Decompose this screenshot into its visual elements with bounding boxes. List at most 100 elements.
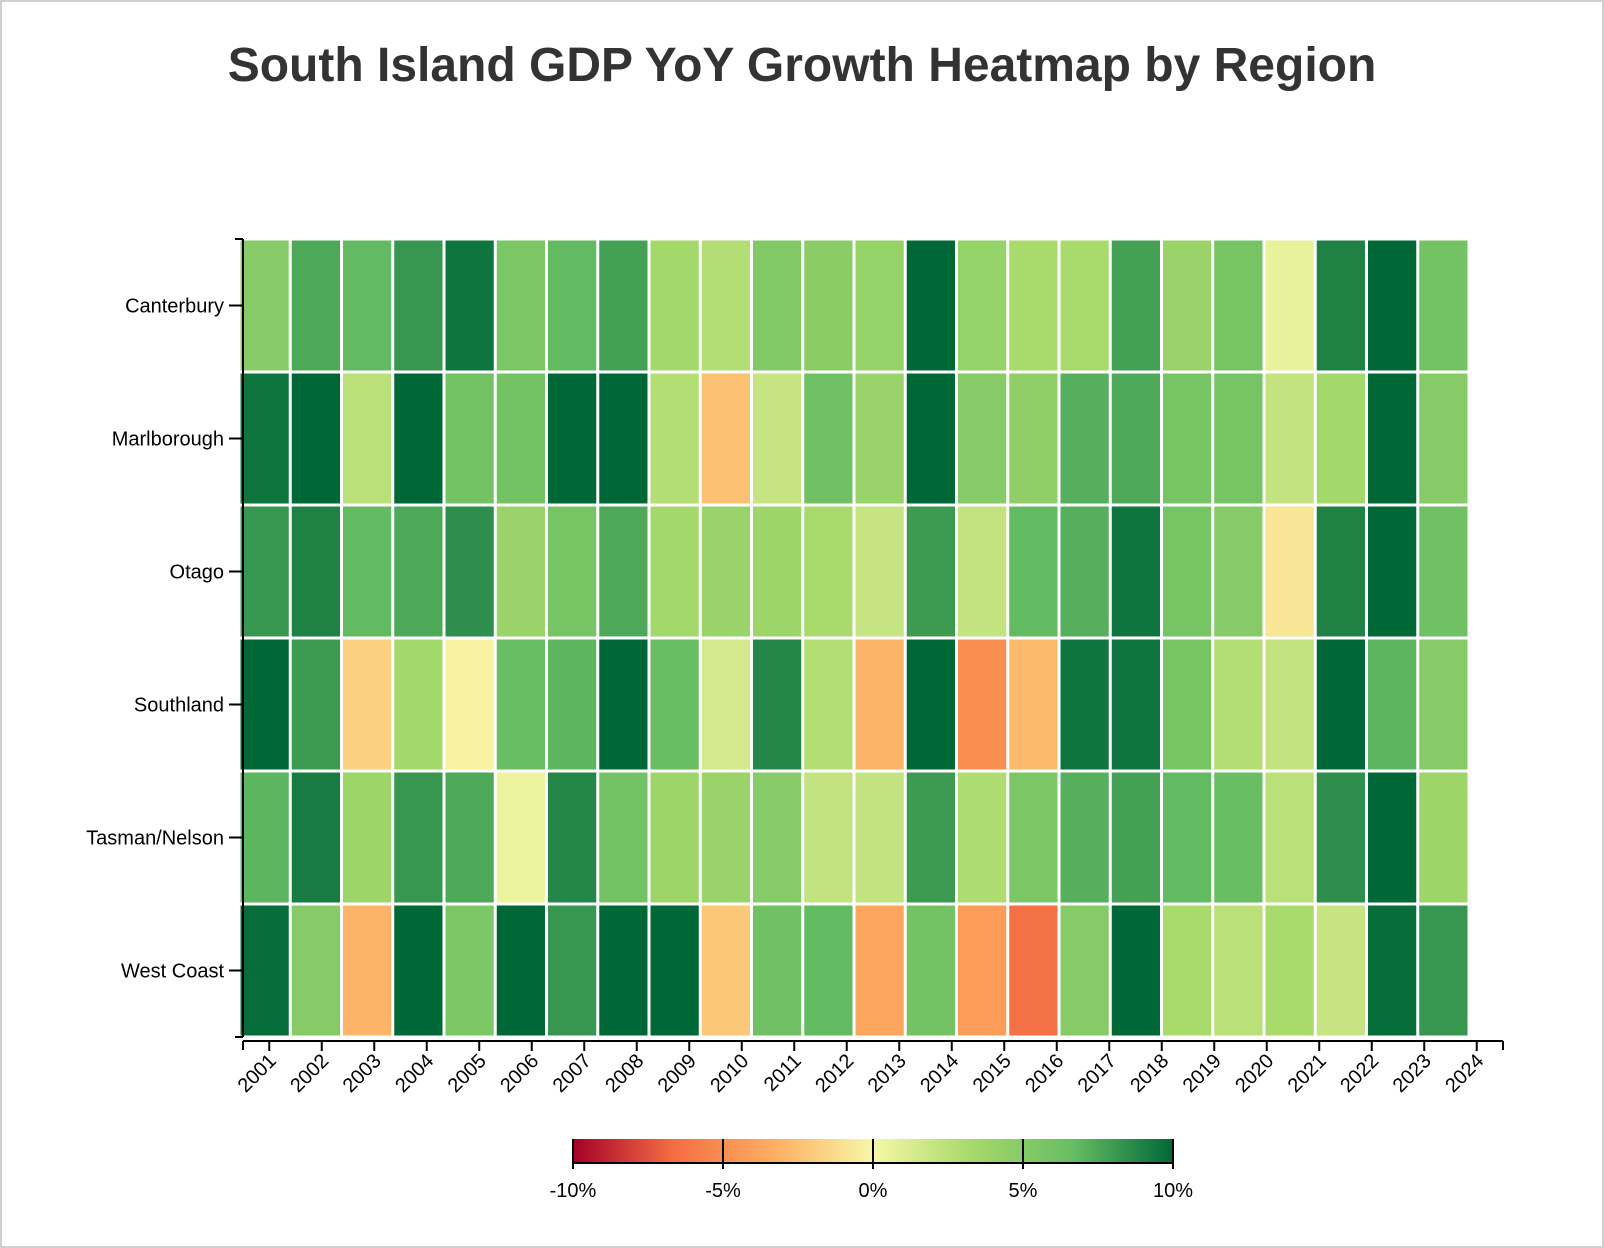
heatmap-cell-west-coast-2013	[855, 905, 904, 1036]
heatmap-cell-canterbury-2021	[1265, 240, 1314, 371]
heatmap-cell-marlborough-2006	[496, 373, 545, 504]
heatmap-cell-canterbury-2015	[958, 240, 1007, 371]
heatmap-cell-canterbury-2014	[906, 240, 955, 371]
heatmap-cell-otago-2021	[1265, 506, 1314, 637]
heatmap-cell-canterbury-2011	[753, 240, 802, 371]
heatmap-cell-southland-2008	[599, 639, 648, 770]
heatmap-cell-west-coast-2006	[496, 905, 545, 1036]
heatmap-cell-otago-2024	[1419, 506, 1468, 637]
y-axis: Canterbury Marlborough Otago Southland Tasma…	[86, 238, 244, 1038]
heatmap-cell-otago-2003	[343, 506, 392, 637]
heatmap-cell-otago-2011	[753, 506, 802, 637]
heatmap-cell-otago-2022	[1316, 506, 1365, 637]
heatmap-cell-otago-2005	[445, 506, 494, 637]
x-tick-label: 2002	[286, 1050, 333, 1097]
heatmap-cell-southland-2015	[958, 639, 1007, 770]
heatmap-cell-canterbury-2012	[804, 240, 853, 371]
heatmap-cell-marlborough-2012	[804, 373, 853, 504]
heatmap-cell-otago-2017	[1060, 506, 1109, 637]
heatmap-cell-tasman-nelson-2022	[1316, 772, 1365, 903]
heatmap-cell-canterbury-2023	[1368, 240, 1417, 371]
heatmap-cell-marlborough-2015	[958, 373, 1007, 504]
heatmap-cell-southland-2007	[548, 639, 597, 770]
heatmap-cell-marlborough-2001	[240, 373, 289, 504]
colorbar-tick-label: 0%	[859, 1180, 888, 1202]
y-tick-label: Otago	[170, 562, 224, 584]
heatmap-cell-tasman-nelson-2004	[394, 772, 443, 903]
x-tick-label: 2023	[1389, 1050, 1436, 1097]
heatmap-cell-canterbury-2022	[1316, 240, 1365, 371]
heatmap-cell-southland-2009	[650, 639, 699, 770]
heatmap-cell-canterbury-2005	[445, 240, 494, 371]
heatmap-cell-marlborough-2018	[1111, 373, 1160, 504]
x-tick-label: 2004	[391, 1050, 438, 1097]
colorbar-legend: -10% -5% 0% 5% 10%	[550, 1139, 1193, 1202]
heatmap-cell-canterbury-2016	[1009, 240, 1058, 371]
heatmap-cell-southland-2023	[1368, 639, 1417, 770]
heatmap-cell-otago-2001	[240, 506, 289, 637]
heatmap-cell-west-coast-2012	[804, 905, 853, 1036]
heatmap-cell-otago-2008	[599, 506, 648, 637]
heatmap-cell-southland-2021	[1265, 639, 1314, 770]
heatmap-cell-west-coast-2015	[958, 905, 1007, 1036]
heatmap-cell-canterbury-2013	[855, 240, 904, 371]
heatmap-cell-marlborough-2016	[1009, 373, 1058, 504]
heatmap-cell-southland-2016	[1009, 639, 1058, 770]
heatmap-cell-canterbury-2020	[1214, 240, 1263, 371]
heatmap-cell-tasman-nelson-2015	[958, 772, 1007, 903]
heatmap-cell-west-coast-2014	[906, 905, 955, 1036]
heatmap-cell-marlborough-2019	[1163, 373, 1212, 504]
heatmap-cell-marlborough-2010	[701, 373, 750, 504]
heatmap-cell-otago-2018	[1111, 506, 1160, 637]
x-tick-label: 2020	[1231, 1050, 1278, 1097]
heatmap-cell-southland-2010	[701, 639, 750, 770]
x-tick-label: 2017	[1074, 1050, 1121, 1097]
heatmap-cell-southland-2001	[240, 639, 289, 770]
heatmap-cell-west-coast-2005	[445, 905, 494, 1036]
heatmap-cell-marlborough-2007	[548, 373, 597, 504]
x-tick-label: 2010	[706, 1050, 753, 1097]
heatmap-cell-canterbury-2006	[496, 240, 545, 371]
chart-title: South Island GDP YoY Growth Heatmap by R…	[227, 39, 1377, 92]
heatmap-cell-otago-2020	[1214, 506, 1263, 637]
heatmap-cell-canterbury-2004	[394, 240, 443, 371]
heatmap-cell-west-coast-2018	[1111, 905, 1160, 1036]
heatmap-cell-southland-2020	[1214, 639, 1263, 770]
heatmap-cell-otago-2007	[548, 506, 597, 637]
heatmap-cell-tasman-nelson-2024	[1419, 772, 1468, 903]
heatmap-cell-southland-2003	[343, 639, 392, 770]
heatmap-cell-west-coast-2016	[1009, 905, 1058, 1036]
heatmap-cell-west-coast-2001	[240, 905, 289, 1036]
heatmap-cell-marlborough-2009	[650, 373, 699, 504]
heatmap-cell-southland-2011	[753, 639, 802, 770]
heatmap-cell-tasman-nelson-2014	[906, 772, 955, 903]
heatmap-cell-tasman-nelson-2008	[599, 772, 648, 903]
heatmap-cell-otago-2012	[804, 506, 853, 637]
heatmap-cell-otago-2002	[291, 506, 340, 637]
heatmap-cell-marlborough-2022	[1316, 373, 1365, 504]
x-tick-label: 2005	[444, 1050, 491, 1097]
heatmap-cell-tasman-nelson-2019	[1163, 772, 1212, 903]
heatmap-cell-southland-2019	[1163, 639, 1212, 770]
heatmap-cell-marlborough-2011	[753, 373, 802, 504]
x-tick-label: 2019	[1179, 1050, 1226, 1097]
heatmap-cell-west-coast-2023	[1368, 905, 1417, 1036]
heatmap-cell-marlborough-2020	[1214, 373, 1263, 504]
heatmap-cell-marlborough-2023	[1368, 373, 1417, 504]
heatmap-cell-southland-2013	[855, 639, 904, 770]
heatmap-cell-southland-2024	[1419, 639, 1468, 770]
heatmap-cell-canterbury-2018	[1111, 240, 1160, 371]
heatmap-cell-otago-2006	[496, 506, 545, 637]
heatmap-cell-otago-2009	[650, 506, 699, 637]
heatmap-cell-southland-2002	[291, 639, 340, 770]
heatmap-cell-tasman-nelson-2002	[291, 772, 340, 903]
heatmap-cell-tasman-nelson-2001	[240, 772, 289, 903]
colorbar-tick-label: -5%	[705, 1180, 741, 1202]
x-tick-label: 2012	[811, 1050, 858, 1097]
heatmap-cell-marlborough-2021	[1265, 373, 1314, 504]
heatmap-cell-tasman-nelson-2012	[804, 772, 853, 903]
x-axis: 2001 2002 2003 2004 2005 2006 2007 2008 2009 2010…	[234, 1040, 1504, 1097]
heatmap-cell-otago-2019	[1163, 506, 1212, 637]
heatmap-cell-tasman-nelson-2006	[496, 772, 545, 903]
x-tick-label: 2021	[1284, 1050, 1331, 1097]
